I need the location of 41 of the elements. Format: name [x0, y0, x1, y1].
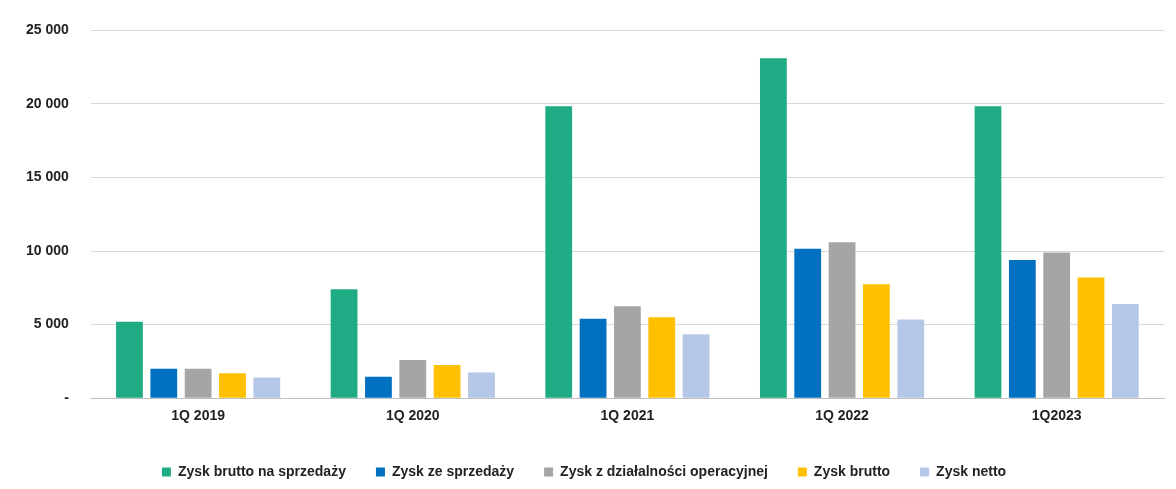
bar [150, 368, 178, 398]
bar [330, 289, 358, 398]
legend-label: Zysk z działalności operacyjnej [560, 462, 768, 479]
bar [433, 365, 461, 398]
bar [468, 372, 495, 398]
bar [365, 376, 392, 398]
y-tick-label: - [64, 389, 70, 406]
legend-label: Zysk netto [936, 462, 1007, 479]
bar [253, 377, 281, 398]
x-tick-label: 1Q 2022 [815, 407, 870, 424]
y-tick-label: 10 000 [25, 241, 70, 258]
legend-label: Zysk ze sprzedaży [391, 462, 515, 479]
bar [579, 318, 607, 398]
y-tick-label: 20 000 [25, 94, 70, 111]
bar [794, 248, 822, 398]
bar [648, 317, 676, 398]
bar [545, 106, 573, 398]
y-tick-label: 25 000 [25, 21, 70, 38]
y-tick-label: 15 000 [25, 168, 70, 185]
bar [116, 321, 143, 398]
y-tick-label: 5 000 [33, 315, 70, 332]
bar [682, 334, 710, 398]
bar [1008, 259, 1036, 398]
bar [897, 319, 925, 398]
bar [828, 242, 856, 398]
legend-label: Zysk brutto [813, 462, 891, 479]
x-tick-label: 1Q 2020 [385, 407, 440, 424]
bar [759, 58, 787, 398]
bar [1043, 252, 1071, 398]
bar [219, 373, 246, 398]
bar [399, 359, 427, 398]
bar [863, 284, 890, 398]
bar [974, 106, 1002, 398]
bar [614, 306, 641, 398]
bar [184, 368, 212, 398]
x-tick-label: 1Q 2019 [171, 407, 226, 424]
bar [1111, 304, 1139, 398]
x-tick-label: 1Q 2021 [600, 407, 655, 424]
legend-label: Zysk brutto na sprzedaży [177, 462, 347, 479]
bar [1077, 277, 1105, 398]
x-tick-label: 1Q2023 [1031, 407, 1082, 424]
